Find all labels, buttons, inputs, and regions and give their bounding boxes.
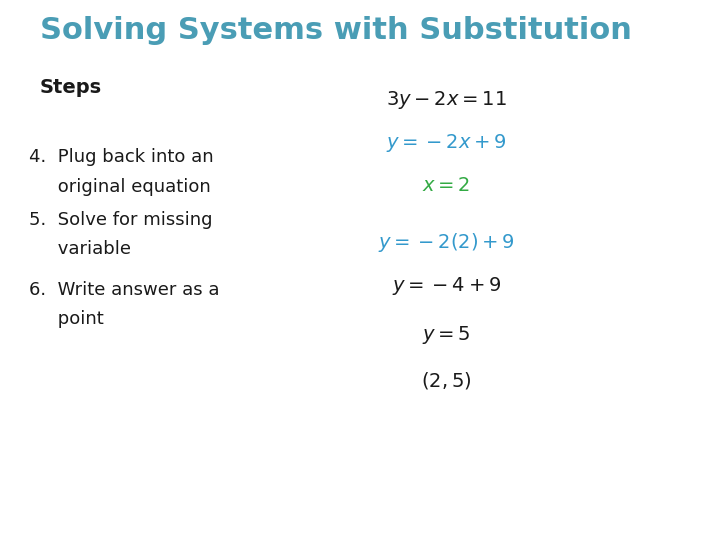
Text: point: point: [29, 310, 104, 328]
Text: 5.  Solve for missing: 5. Solve for missing: [29, 211, 212, 228]
Text: Solving Systems with Substitution: Solving Systems with Substitution: [40, 16, 631, 45]
Text: $y = -2(2) + 9$: $y = -2(2) + 9$: [378, 231, 515, 254]
Text: original equation: original equation: [29, 178, 210, 196]
Text: $(2, 5)$: $(2, 5)$: [421, 370, 472, 391]
Text: $3y - 2x = 11$: $3y - 2x = 11$: [386, 89, 507, 111]
Text: 6.  Write answer as a: 6. Write answer as a: [29, 281, 220, 299]
Text: $y = 5$: $y = 5$: [422, 324, 471, 346]
Text: Steps: Steps: [40, 78, 102, 97]
Text: variable: variable: [29, 240, 131, 258]
Text: $y = -4 + 9$: $y = -4 + 9$: [392, 275, 501, 298]
Text: 4.  Plug back into an: 4. Plug back into an: [29, 148, 213, 166]
Text: $x = 2$: $x = 2$: [422, 177, 471, 195]
Text: $y = -2x + 9$: $y = -2x + 9$: [386, 132, 507, 154]
